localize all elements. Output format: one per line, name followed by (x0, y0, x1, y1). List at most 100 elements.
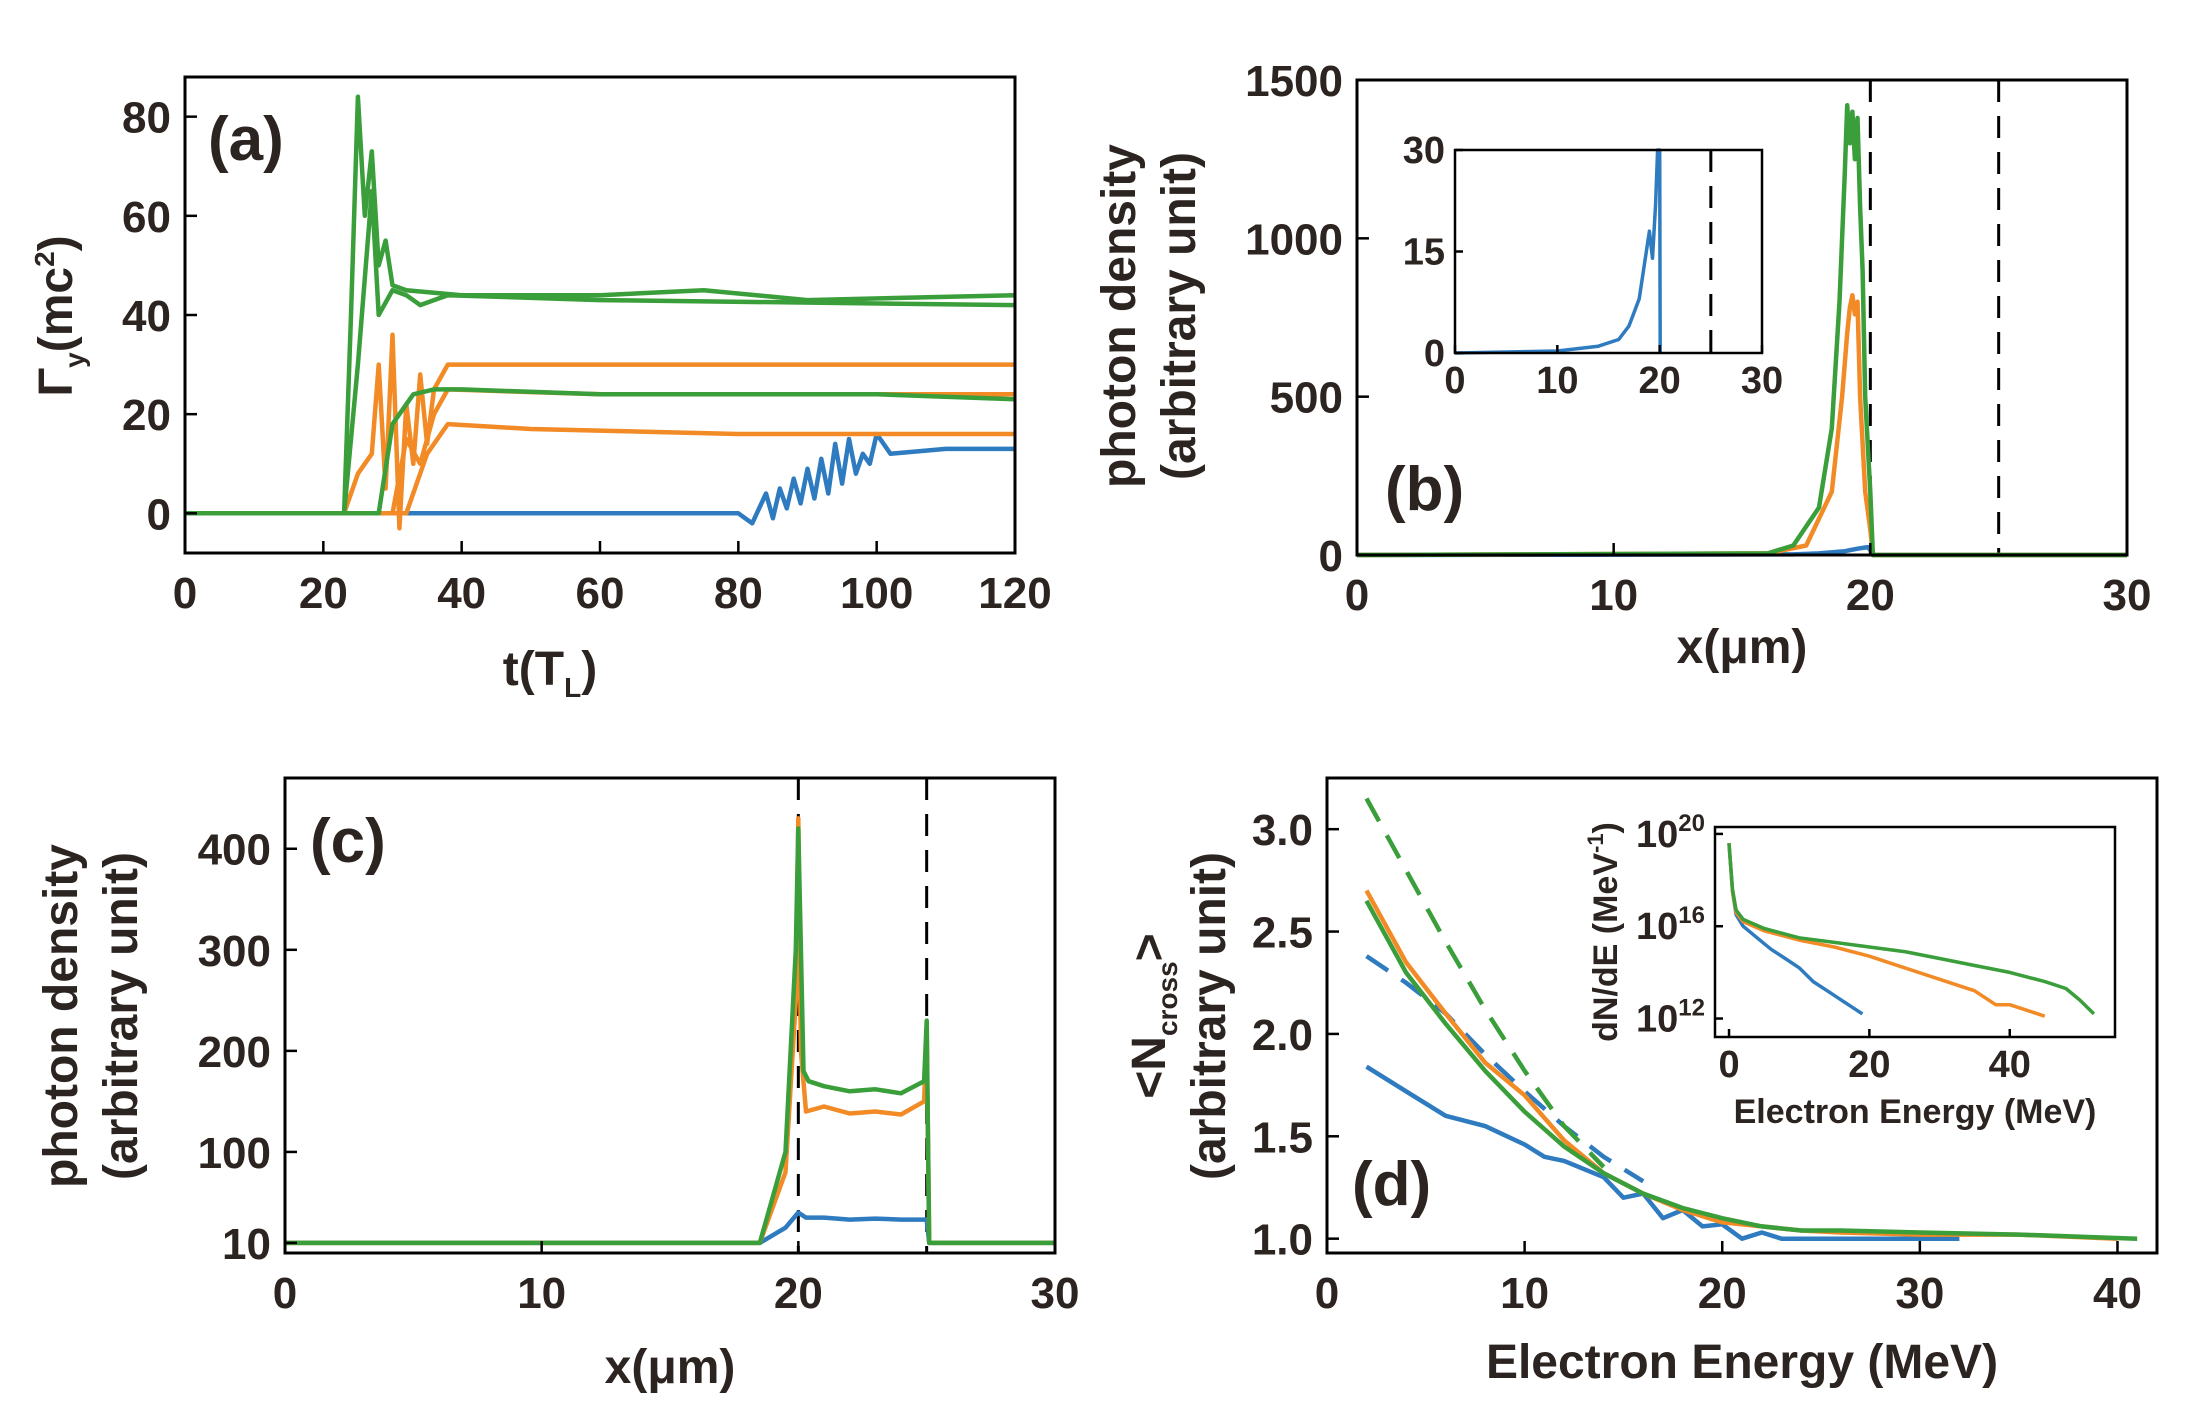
panel-d-frame (1325, 776, 2159, 1255)
panel-b-ylabel-unit: (arbitrary unit) (1153, 152, 1206, 480)
panel-d-ytick-label-0: 1.0 (1252, 1216, 1313, 1265)
panel-c-xtick-label-1: 10 (517, 1269, 566, 1318)
panel-b-ylabel: photon density (1093, 144, 1146, 488)
panel-a-series-green-5 (185, 188, 1016, 516)
panel-a-ytick-label-4: 80 (122, 94, 171, 143)
panel-d-series-green-1 (1364, 797, 1606, 1169)
panel-c-xtick-label-2: 20 (774, 1269, 823, 1318)
panel-d-inset-ytick-label-2: 1020 (1636, 810, 1705, 856)
panel-d-inset-xtick-label-0: 0 (1718, 1044, 1739, 1086)
panel-c-series (285, 778, 1055, 1253)
panel-d-inset-ytick-label-1: 1016 (1636, 902, 1705, 948)
panel-d-label: (d) (1352, 1150, 1431, 1219)
panel-b-xtick-label-1: 10 (1589, 571, 1638, 620)
panel-c-ytick-label-1: 100 (198, 1129, 271, 1178)
panel-b-series-green-2 (1356, 103, 2127, 558)
panel-a-series-green-4 (185, 94, 1016, 516)
panel-d-inset-series (1727, 843, 2096, 1018)
panel-d-ytick-label-3: 2.5 (1252, 909, 1313, 958)
panel-b-ytick-label-0: 0 (1319, 532, 1343, 581)
panel-c-series-green-2 (285, 826, 1055, 1246)
panel-a-series-orange-3 (185, 421, 1015, 516)
panel-d-series-blue-2 (1365, 1064, 1960, 1241)
panel-c-label: (c) (310, 807, 386, 876)
panel-b-inset-xtick-label-1: 10 (1536, 360, 1578, 402)
panel-c-xtick-label-0: 0 (273, 1269, 297, 1318)
panel-c-xlabel: x(μm) (605, 1341, 736, 1394)
panel-b-xtick-label-3: 30 (2103, 571, 2152, 620)
panel-d-inset-frame (1713, 825, 2117, 1039)
panel-b-ytick-label-1: 500 (1270, 374, 1343, 423)
panel-d-series-blue-0 (1365, 954, 1645, 1184)
panel-a-ytick-label-1: 20 (122, 391, 171, 440)
panel-b-inset-xtick-label-2: 20 (1639, 360, 1681, 402)
panel-a-label: (a) (208, 105, 284, 174)
panel-a-ticks: 0 20 40 60 80 100 120 0 20 40 60 80 (122, 94, 1052, 618)
panel-d-xlabel: Electron Energy (MeV) (1486, 1336, 1998, 1389)
panel-c-ylabel-unit: (arbitrary unit) (95, 852, 148, 1180)
panel-d-xtick-label-4: 40 (2093, 1269, 2142, 1318)
panel-c-ytick-label-0: 10 (222, 1220, 271, 1269)
panel-c-frame (283, 776, 1057, 1255)
panel-d-inset-ticks: 0 20 40 1012 1016 1020 (1636, 810, 2031, 1086)
panel-d-xtick-label-1: 10 (1500, 1269, 1549, 1318)
panel-a-xtick-label-0: 0 (173, 569, 197, 618)
panel-d: 0 10 20 30 401.01.52.02.53.0 (d) Electron En… (1123, 776, 2159, 1389)
panel-d-inset-xlabel: Electron Energy (MeV) (1734, 1093, 2097, 1131)
panel-a-xlabel: t(TL) (503, 643, 597, 703)
panel-c-ylabel: photon density (35, 844, 88, 1188)
panel-a-series-blue-0 (185, 431, 1015, 526)
panel-d-series (1364, 797, 2138, 1241)
panel-a: 0 20 40 60 80 100 120 0 20 40 60 80 (a) t(TL) Γy(mc… (29, 75, 1052, 703)
panel-a-ytick-label-2: 40 (122, 292, 171, 341)
panel-d-ylabel-unit: (arbitrary unit) (1183, 852, 1236, 1180)
panel-b-inset-bg (1455, 150, 1762, 353)
panel-b-inset-ytick-label-0: 0 (1424, 333, 1445, 375)
panel-d-inset-xtick-label-1: 20 (1848, 1044, 1890, 1086)
panel-a-frame (183, 75, 1017, 555)
panel-d-ytick-label-1: 1.5 (1252, 1113, 1313, 1162)
panel-a-series-green-6 (185, 387, 1016, 516)
panel-c-xtick-label-3: 30 (1031, 1269, 1080, 1318)
panel-d-inset-series-green-2 (1727, 843, 2096, 1016)
panel-c-ytick-label-2: 200 (198, 1028, 271, 1077)
panel-a-xtick-label-4: 80 (714, 569, 763, 618)
panel-c-series-orange-1 (285, 816, 1055, 1246)
panel-c-ytick-label-4: 400 (198, 826, 271, 875)
panel-a-ytick-label-3: 60 (122, 193, 171, 242)
panel-d-inset-ytick-label-0: 1012 (1636, 995, 1705, 1041)
panel-b-xtick-label-0: 0 (1345, 571, 1369, 620)
panel-a-xtick-label-2: 40 (437, 569, 486, 618)
panel-b-series-orange-1 (1356, 293, 2127, 558)
panel-c-ytick-label-3: 300 (198, 927, 271, 976)
panel-b-xlabel: x(μm) (1677, 621, 1808, 674)
panel-b-inset-ytick-label-2: 30 (1403, 130, 1445, 172)
panel-a-xtick-label-3: 60 (576, 569, 625, 618)
panel-b-inset-xtick-label-0: 0 (1444, 360, 1465, 402)
panel-d-ytick-label-2: 2.0 (1252, 1011, 1313, 1060)
panel-b-inset-ticks: 0 10 20 30 0 15 30 (1403, 130, 1783, 402)
panel-b-ytick-label-3: 1500 (1245, 57, 1343, 106)
panel-b-inset: 0 10 20 30 0 15 30 (1403, 130, 1783, 402)
panel-a-ytick-label-0: 0 (147, 490, 171, 539)
panel-d-ytick-label-4: 3.0 (1252, 806, 1313, 855)
panel-a-xtick-label-5: 100 (840, 569, 913, 618)
panel-a-series (185, 94, 1016, 531)
panel-a-xtick-label-6: 120 (978, 569, 1051, 618)
panel-b-inset-frame (1453, 148, 1764, 355)
panel-b-inset-ytick-label-1: 15 (1403, 232, 1445, 274)
panel-a-xtick-label-1: 20 (299, 569, 348, 618)
panel-d-series-green-4 (1364, 899, 2138, 1241)
panel-b-inset-xtick-label-3: 30 (1741, 360, 1783, 402)
panel-d-xtick-label-3: 30 (1895, 1269, 1944, 1318)
panel-d-xtick-label-0: 0 (1315, 1269, 1339, 1318)
panel-d-xtick-label-2: 20 (1698, 1269, 1747, 1318)
panel-b-label: (b) (1385, 455, 1464, 524)
panel-c-series-blue-0 (285, 1210, 1055, 1246)
